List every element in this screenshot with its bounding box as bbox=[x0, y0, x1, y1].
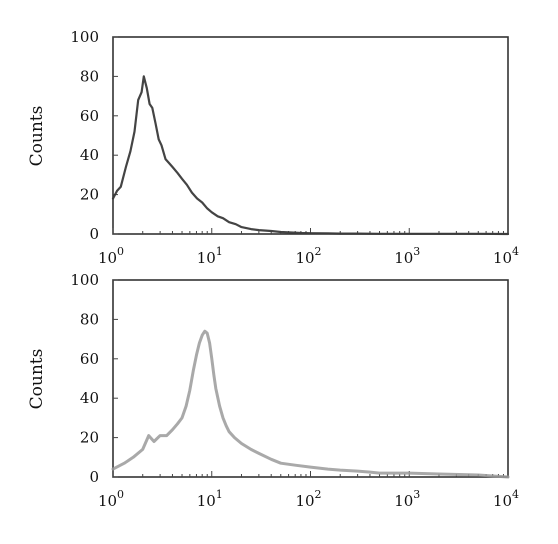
y-tick-labels: 0 20 40 60 80 100 bbox=[70, 271, 99, 486]
x-tick-exponent: 0 bbox=[117, 245, 124, 258]
x-tick-exponent: 1 bbox=[216, 245, 223, 258]
y-tick-label: 80 bbox=[80, 310, 99, 328]
x-tick-exponent: 0 bbox=[117, 488, 124, 501]
x-tick-base: 10 bbox=[98, 249, 117, 267]
tick-marks bbox=[112, 36, 504, 235]
x-tick-label: 104 bbox=[493, 488, 519, 510]
x-tick-exponent: 1 bbox=[216, 488, 223, 501]
x-tick-base: 10 bbox=[98, 492, 117, 510]
y-tick-label: 40 bbox=[80, 146, 99, 164]
y-tick-label: 100 bbox=[70, 28, 99, 46]
y-tick-label: 20 bbox=[80, 429, 99, 447]
x-tick-base: 10 bbox=[197, 492, 216, 510]
y-tick-label: 40 bbox=[80, 389, 99, 407]
x-tick-base: 10 bbox=[394, 249, 413, 267]
x-tick-exponent: 4 bbox=[512, 488, 519, 501]
x-tick-label: 100 bbox=[98, 245, 124, 267]
x-tick-base: 10 bbox=[197, 249, 216, 267]
x-tick-label: 100 bbox=[98, 488, 124, 510]
y-tick-label: 0 bbox=[89, 468, 99, 486]
x-tick-label: 102 bbox=[295, 488, 321, 510]
x-tick-base: 10 bbox=[493, 249, 512, 267]
x-tick-base: 10 bbox=[295, 492, 314, 510]
y-tick-labels: 0 20 40 60 80 100 bbox=[70, 28, 99, 243]
histogram-curves bbox=[111, 329, 510, 479]
y-tick-label: 60 bbox=[80, 107, 99, 125]
y-tick-label: 60 bbox=[80, 350, 99, 368]
x-tick-exponent: 2 bbox=[315, 488, 322, 501]
y-axis-title: Counts bbox=[27, 349, 47, 410]
x-tick-exponent: 4 bbox=[512, 245, 519, 258]
x-tick-label: 102 bbox=[295, 245, 321, 267]
x-tick-labels: 100 101 102 103 104 bbox=[98, 245, 519, 267]
x-tick-exponent: 3 bbox=[413, 488, 420, 501]
x-tick-exponent: 2 bbox=[315, 245, 322, 258]
plot-frame bbox=[112, 279, 509, 478]
x-tick-base: 10 bbox=[394, 492, 413, 510]
x-tick-label: 103 bbox=[394, 488, 420, 510]
y-tick-label: 80 bbox=[80, 67, 99, 85]
x-tick-label: 104 bbox=[493, 245, 519, 267]
x-tick-label: 103 bbox=[394, 245, 420, 267]
tick-marks bbox=[112, 279, 504, 478]
series-line bbox=[111, 329, 510, 479]
x-tick-label: 101 bbox=[197, 488, 223, 510]
y-tick-label: 0 bbox=[89, 225, 99, 243]
plot-frame bbox=[112, 36, 509, 235]
x-tick-base: 10 bbox=[295, 249, 314, 267]
x-tick-label: 101 bbox=[197, 245, 223, 267]
y-tick-label: 100 bbox=[70, 271, 99, 289]
x-tick-labels: 100 101 102 103 104 bbox=[98, 488, 519, 510]
x-tick-base: 10 bbox=[493, 492, 512, 510]
histogram-curves bbox=[111, 75, 510, 236]
x-tick-exponent: 3 bbox=[413, 245, 420, 258]
series-line bbox=[111, 75, 510, 236]
y-axis-title: Counts bbox=[27, 106, 47, 167]
y-tick-label: 20 bbox=[80, 186, 99, 204]
